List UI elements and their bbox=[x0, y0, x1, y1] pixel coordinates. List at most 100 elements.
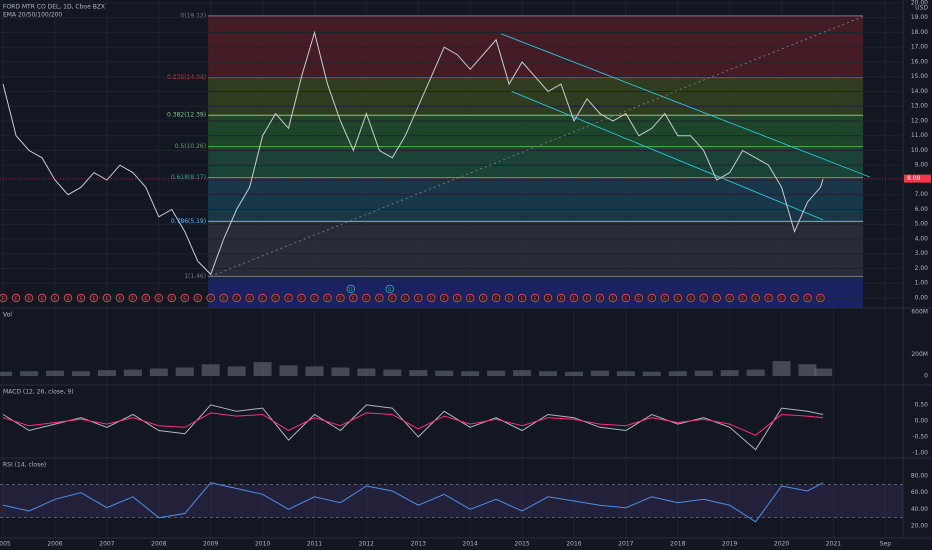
volume-bar bbox=[123, 369, 142, 377]
earnings-icon bbox=[569, 293, 579, 303]
pane-title: Vol bbox=[3, 312, 12, 319]
earnings-icon-label: E bbox=[508, 296, 511, 302]
volume-bar bbox=[201, 364, 220, 377]
earnings-icon bbox=[11, 293, 21, 303]
earnings-icon-label: E bbox=[248, 296, 251, 302]
pane-title: FORD MTR CO DEL, 1D, Cboe BZX bbox=[3, 4, 105, 11]
earnings-icon-label: E bbox=[326, 296, 329, 302]
earnings-icon bbox=[37, 293, 47, 303]
earnings-icon-label: E bbox=[274, 296, 277, 302]
dividend-icon bbox=[385, 284, 394, 294]
earnings-icon-label: E bbox=[261, 296, 264, 302]
earnings-icon bbox=[453, 293, 462, 303]
earnings-icon-label: E bbox=[339, 296, 342, 302]
volume-bar bbox=[814, 368, 833, 377]
earnings-icon-label: E bbox=[313, 296, 316, 302]
pane-subtitle: EMA 20/50/100/200 bbox=[3, 12, 62, 19]
y-tick-label: 80.00 bbox=[911, 473, 928, 480]
earnings-icon bbox=[465, 293, 475, 303]
earnings-icon bbox=[154, 293, 164, 303]
earnings-icon bbox=[310, 293, 319, 303]
y-tick-label: 7.00 bbox=[915, 191, 929, 198]
earnings-icon bbox=[24, 293, 34, 303]
series-line bbox=[2, 30, 824, 276]
volume-bar bbox=[720, 370, 739, 377]
volume-bar bbox=[694, 370, 713, 377]
x-tick-label: 2006 bbox=[47, 541, 62, 548]
earnings-icon-label: E bbox=[637, 296, 640, 302]
earnings-icon bbox=[738, 293, 747, 303]
x-tick-label: 2015 bbox=[514, 541, 529, 548]
volume-bar bbox=[20, 371, 39, 377]
earnings-icon bbox=[751, 293, 760, 303]
y-tick-label: 20.00 bbox=[911, 523, 928, 530]
earnings-icon bbox=[50, 293, 60, 303]
earnings-icon bbox=[388, 293, 397, 303]
x-tick-label: 2010 bbox=[255, 541, 270, 548]
earnings-icon-label: E bbox=[586, 296, 589, 302]
earnings-icon-label: E bbox=[715, 296, 718, 302]
earnings-icon bbox=[349, 293, 358, 303]
y-tick-label: 12.00 bbox=[911, 117, 928, 124]
earnings-icon-label: E bbox=[469, 296, 472, 302]
earnings-icon bbox=[530, 293, 540, 303]
series-line bbox=[2, 482, 824, 523]
earnings-icon bbox=[89, 293, 99, 303]
earnings-icon bbox=[725, 293, 734, 303]
fib-zone bbox=[208, 146, 864, 178]
earnings-icon bbox=[803, 293, 812, 303]
earnings-icon bbox=[660, 293, 669, 303]
volume-bar bbox=[409, 370, 428, 377]
y-tick-label: -0.50 bbox=[912, 433, 928, 440]
fib-zone bbox=[208, 77, 864, 116]
x-tick-label: 2009 bbox=[203, 541, 218, 548]
earnings-icon bbox=[401, 293, 410, 303]
earnings-icon-label: E bbox=[105, 296, 108, 302]
earnings-icon-label: E bbox=[417, 296, 420, 302]
earnings-icon bbox=[193, 293, 202, 303]
earnings-icon-label: E bbox=[391, 296, 394, 302]
volume-bar bbox=[149, 368, 168, 377]
y-tick-label: 18.00 bbox=[911, 29, 928, 36]
earnings-icon-label: E bbox=[534, 296, 537, 302]
earnings-icon-label: E bbox=[754, 296, 757, 302]
earnings-icon bbox=[582, 293, 592, 303]
fib-zone bbox=[208, 177, 864, 222]
earnings-icon bbox=[323, 293, 332, 303]
x-tick-label: 2012 bbox=[359, 541, 374, 548]
earnings-icon-label: E bbox=[235, 296, 238, 302]
earnings-icon bbox=[232, 293, 241, 303]
series-line bbox=[2, 404, 824, 451]
y-tick-label: 6.00 bbox=[915, 206, 929, 213]
volume-bar bbox=[798, 364, 817, 377]
volume-bar bbox=[668, 371, 687, 377]
earnings-icon-label: E bbox=[819, 296, 822, 302]
volume-bar bbox=[564, 371, 583, 377]
volume-bar bbox=[279, 365, 298, 377]
earnings-icon-label: E bbox=[495, 296, 498, 302]
y-tick-label: 60.00 bbox=[911, 489, 928, 496]
fib-label: 0.618(8.17) bbox=[171, 174, 206, 181]
volume-bar bbox=[71, 371, 90, 377]
earnings-icon-label: E bbox=[793, 296, 796, 302]
y-tick-label: 15.00 bbox=[911, 73, 928, 80]
dividend-icon-label: D bbox=[349, 287, 353, 293]
pane-title: RSI (14, close) bbox=[3, 462, 46, 469]
earnings-icon bbox=[219, 293, 228, 303]
y-tick-label: 3.00 bbox=[915, 250, 929, 257]
volume-bar bbox=[539, 371, 558, 377]
earnings-icon bbox=[180, 293, 189, 303]
earnings-icon-label: E bbox=[196, 296, 199, 302]
earnings-icon bbox=[271, 293, 280, 303]
y-tick-label: 0 bbox=[924, 373, 928, 380]
earnings-icon-label: E bbox=[131, 296, 134, 302]
earnings-icon bbox=[608, 293, 618, 303]
earnings-icon bbox=[427, 293, 436, 303]
volume-bar bbox=[175, 367, 194, 377]
earnings-icon bbox=[362, 293, 371, 303]
earnings-icon-label: E bbox=[650, 296, 653, 302]
y-tick-label: 0.50 bbox=[915, 401, 929, 408]
earnings-icon-label: E bbox=[482, 296, 485, 302]
x-tick-label: 2018 bbox=[670, 541, 685, 548]
volume-bar bbox=[590, 370, 609, 377]
